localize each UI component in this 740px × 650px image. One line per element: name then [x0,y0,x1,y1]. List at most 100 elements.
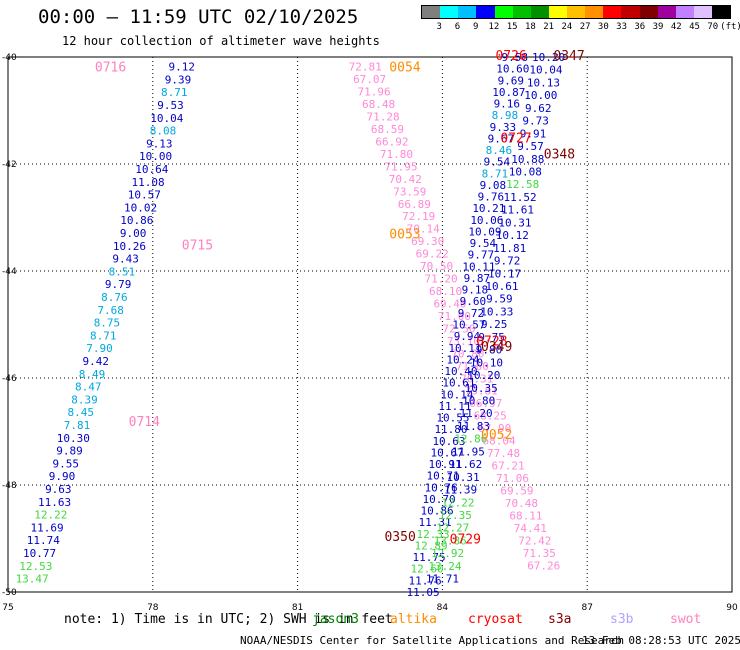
colorbar-swatch [693,6,712,18]
pass-label: 0727 [500,131,531,146]
wave-height-value: 8.45 [68,406,95,419]
wave-height-value: 9.62 [525,102,552,115]
wave-height-value: 9.54 [484,156,511,169]
wave-height-value: 70.50 [420,260,453,273]
satellite-legend: jason3 altika cryosat s3a s3b swot [0,612,740,630]
wave-height-value: 10.57 [452,319,485,332]
wave-height-value: 12.86 [454,433,487,446]
wave-height-value: 71.28 [366,110,399,123]
map-plot: 75 78 81 84 87 90-40-42-44-46-48-50 9.129.398… [2,49,738,610]
wave-height-value: 10.13 [527,76,560,89]
wave-height-value: 9.91 [520,127,547,140]
wave-height-value: 11.69 [31,521,64,534]
wave-height-value: 11.31 [418,516,451,529]
wave-height-value: 73.59 [393,185,426,198]
wave-height-value: 9.55 [53,457,80,470]
wave-height-value: 10.30 [57,432,90,445]
wave-height-value: 12.33 [416,528,449,541]
wave-height-value: 10.24 [446,353,479,366]
wave-height-value: 10.40 [444,365,477,378]
colorbar-swatch [422,6,441,18]
colorbar-swatch [494,6,513,18]
satellite-legend-item: jason3 [312,612,359,627]
colorbar [421,5,731,19]
wave-height-value: 10.33 [480,305,513,318]
wave-height-value: 71.35 [523,547,556,560]
colorbar-label: 39 [652,22,664,32]
wave-height-value: 8.71 [161,86,188,99]
colorbar-labels: 3 6 9 12 15 18 21 24 27 30 33 36 39 42 45 70 (ft) [421,22,740,34]
wave-height-value: 9.57 [517,140,544,153]
wave-height-value: 66.97 [469,397,502,410]
wave-height-value: 8.39 [71,393,98,406]
wave-height-value: 11.95 [452,445,485,458]
wave-height-value: 71.06 [496,472,529,485]
wave-height-value: 72.42 [518,534,551,547]
x-tick-label: 81 [292,603,303,610]
pass-label: 0348 [544,147,575,162]
wave-height-value: 12.53 [19,560,52,573]
colorbar-swatch [585,6,604,18]
wave-height-value: 73.10 [447,335,480,348]
wave-height-value: 9.69 [498,74,525,87]
wave-height-value: 10.17 [488,267,521,280]
wave-height-value: 10.61 [442,377,475,390]
wave-height-value: 8.49 [79,368,106,381]
wave-height-value: 72.19 [402,210,435,223]
wave-height-value: 70.31 [460,372,493,385]
y-tick-label: -50 [2,588,17,598]
wave-height-value: 9.00 [120,227,147,240]
footer-timestamp: 13 Feb 08:28:53 UTC 2025 [582,634,740,647]
colorbar-swatch [440,6,459,18]
wave-height-value: 8.46 [486,144,513,157]
wave-height-value: 10.86 [120,214,153,227]
wave-height-value: 9.54 [470,237,497,250]
axis-ticks: 75 78 81 84 87 90 -40 -42 -44 -46 -48 -50 [2,53,738,610]
wave-height-value: 10.61 [485,280,518,293]
wave-height-value: 10.76 [424,481,457,494]
satellite-legend-item: s3b [610,612,634,627]
x-tick-label: 78 [147,603,159,610]
wave-height-value: 68.59 [371,123,404,136]
wave-height-value: 9.59 [486,293,513,306]
wave-height-value: 10.70 [422,493,455,506]
pass-label: 0052 [481,428,512,443]
colorbar-label: 27 [579,22,591,32]
wave-height-value: 72.81 [349,61,382,74]
pass-label: 0728 [476,335,507,350]
colorbar-swatch [675,6,694,18]
wave-height-value: 10.00 [524,89,557,102]
colorbar-swatch [621,6,640,18]
wave-height-value: 71.00 [438,310,471,323]
wave-height-value: 12.27 [436,522,469,535]
wave-height-value: 10.26 [113,240,146,253]
wave-height-value: 8.76 [101,291,128,304]
wave-height-value: 71.95 [384,160,417,173]
wave-height-value: 10.11 [462,260,495,273]
colorbar-label: 24 [561,22,573,32]
wave-height-value: 9.39 [165,73,192,86]
wave-height-value: 11.75 [413,551,446,564]
wave-height-value: 10.00 [139,150,172,163]
pass-label: 0347 [553,49,584,64]
wave-height-value: 10.35 [465,382,498,395]
wave-height-value: 72.50 [442,322,475,335]
wave-height-value: 9.16 [494,98,521,111]
wave-height-value: 10.06 [470,214,503,227]
wave-height-value: 10.60 [496,63,529,76]
wave-height-value: 10.08 [509,166,542,179]
wave-height-value: 9.33 [490,121,517,134]
wave-height-value: 74.41 [514,522,547,535]
y-tick-label: -40 [2,53,17,63]
colorbar-swatch [567,6,586,18]
colorbar-swatch [712,6,731,18]
wave-height-value: 7.81 [64,419,91,432]
wave-height-value: 10.87 [492,86,525,99]
wave-height-value: 9.53 [157,99,184,112]
grid-layer [7,56,733,593]
wave-height-value: 69.30 [411,235,444,248]
x-tick-label: 90 [726,603,738,610]
wave-height-value: 12.35 [439,509,472,522]
wave-height-value: 12.60 [411,563,444,576]
wave-height-value: 11.08 [132,176,165,189]
